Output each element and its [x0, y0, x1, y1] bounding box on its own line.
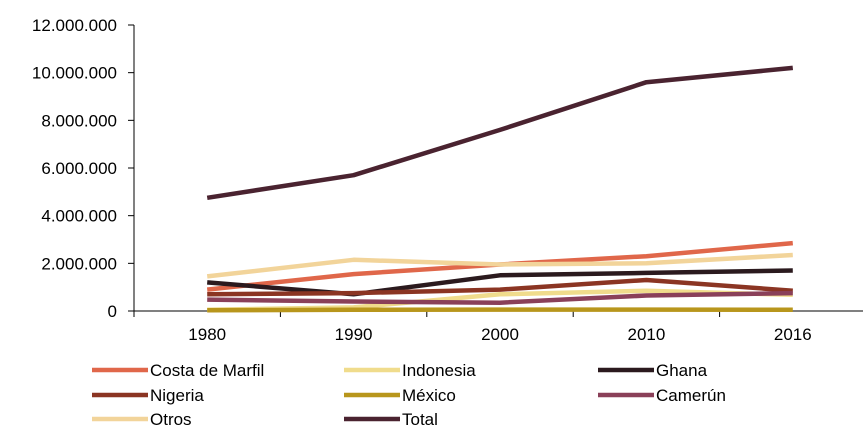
- x-tick-label: 2016: [774, 325, 812, 344]
- legend-item: Total: [344, 410, 438, 427]
- y-tick-label: 2.000.000: [41, 254, 117, 273]
- series-line-ghana: [207, 268, 793, 297]
- legend-label: Total: [402, 410, 438, 427]
- series-line-total: [206, 65, 794, 201]
- legend: Costa de Marfil Indonesia Ghana Nigeria Méxi…: [92, 361, 726, 427]
- x-tick-label: 1980: [188, 325, 226, 344]
- legend-label: México: [402, 386, 456, 405]
- series-lines: [206, 65, 794, 313]
- x-tick-label: 2000: [481, 325, 519, 344]
- x-tick-label: 2010: [627, 325, 665, 344]
- series-line-otros: [206, 252, 793, 279]
- x-tick-label: 1990: [335, 325, 373, 344]
- legend-item: Camerún: [598, 386, 726, 405]
- series-line-nigeria: [207, 277, 793, 297]
- legend-label: Camerún: [656, 386, 726, 405]
- y-tick-label: 4.000.000: [41, 207, 117, 226]
- y-tick-label: 8.000.000: [41, 111, 117, 130]
- y-tick-label: 0: [108, 302, 117, 321]
- legend-label: Costa de Marfil: [150, 361, 264, 380]
- legend-item: Nigeria: [92, 386, 204, 405]
- series-line-camerún: [207, 290, 793, 305]
- legend-label: Nigeria: [150, 386, 204, 405]
- legend-item: Ghana: [598, 361, 708, 380]
- y-tick-label: 12.000.000: [32, 16, 117, 35]
- legend-item: México: [344, 386, 456, 405]
- legend-item: Costa de Marfil: [92, 361, 264, 380]
- y-tick-label: 6.000.000: [41, 159, 117, 178]
- axes: 0 2.000.000 4.000.000 6.000.000 8.000.000 10.…: [32, 16, 863, 344]
- legend-label: Otros: [150, 410, 192, 427]
- legend-item: Otros: [92, 410, 192, 427]
- series-line-méxico: [207, 307, 793, 313]
- y-tick-label: 10.000.000: [32, 64, 117, 83]
- legend-item: Indonesia: [344, 361, 476, 380]
- legend-label: Indonesia: [402, 361, 476, 380]
- legend-label: Ghana: [656, 361, 708, 380]
